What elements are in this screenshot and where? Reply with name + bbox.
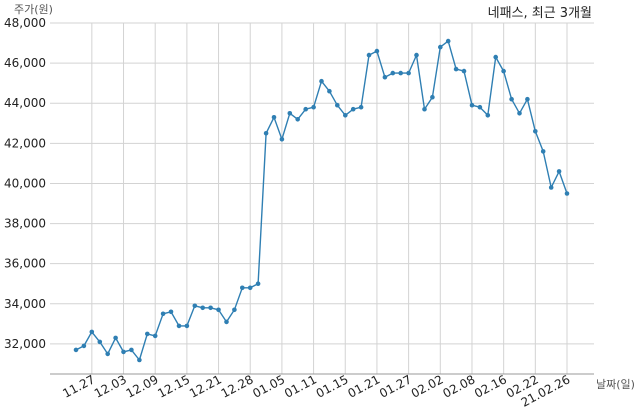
data-point xyxy=(509,96,514,102)
price-line xyxy=(75,40,568,361)
data-point xyxy=(73,347,79,353)
y-tick-label: 34,000 xyxy=(4,297,46,311)
data-point xyxy=(216,307,221,313)
data-point xyxy=(176,323,182,329)
data-point xyxy=(224,319,229,325)
data-point xyxy=(453,66,459,72)
data-point xyxy=(445,38,451,44)
data-point xyxy=(168,309,174,315)
data-point xyxy=(461,68,467,74)
data-point xyxy=(113,335,118,341)
y-axis: 32,000 34,000 36,000 38,000 40,000 42,000 44,0… xyxy=(4,16,46,351)
y-tick-label: 38,000 xyxy=(4,217,46,231)
x-tick-label: 12.21 xyxy=(187,372,224,400)
y-tick-label: 44,000 xyxy=(4,96,46,110)
data-point xyxy=(422,106,427,112)
data-point xyxy=(121,349,126,355)
data-point xyxy=(493,54,499,60)
y-tick-label: 46,000 xyxy=(4,56,46,70)
data-point xyxy=(97,339,103,345)
x-tick-label: 01.15 xyxy=(314,372,351,400)
data-point xyxy=(152,333,158,339)
data-point xyxy=(335,102,340,108)
data-point xyxy=(366,52,372,58)
data-point xyxy=(271,115,277,120)
data-point xyxy=(374,48,380,54)
data-point xyxy=(200,305,205,311)
data-point xyxy=(303,106,309,112)
x-tick-label: 02.16 xyxy=(472,372,509,400)
x-axis: 11.2712.0312.0912.1512.2112.2801.0501.11… xyxy=(60,372,572,409)
data-point xyxy=(247,285,253,291)
y-tick-label: 48,000 xyxy=(4,16,46,30)
data-point xyxy=(406,70,411,76)
data-point xyxy=(438,44,443,50)
data-point xyxy=(160,311,166,317)
data-point xyxy=(390,70,396,76)
y-tick-label: 36,000 xyxy=(4,257,46,271)
data-point xyxy=(105,351,110,357)
data-point xyxy=(184,323,190,329)
data-point xyxy=(263,131,269,136)
y-tick-label: 32,000 xyxy=(4,337,46,351)
x-axis-title: 날짜(일) xyxy=(596,377,635,391)
data-point xyxy=(556,169,562,174)
data-point xyxy=(129,347,134,353)
data-point xyxy=(540,149,546,154)
x-tick-label: 12.15 xyxy=(155,372,192,400)
data-point xyxy=(192,303,198,309)
data-point xyxy=(255,281,261,287)
data-point xyxy=(430,94,435,100)
x-tick-label: 01.11 xyxy=(282,372,319,400)
chart-title: 네패스, 최근 3개월 xyxy=(488,6,592,21)
x-tick-label: 12.28 xyxy=(219,372,256,400)
data-point xyxy=(382,74,388,80)
x-tick-label: 02.02 xyxy=(409,372,446,400)
data-point xyxy=(343,113,348,118)
data-point xyxy=(564,191,570,196)
data-point xyxy=(232,307,237,313)
y-axis-title: 주가(원) xyxy=(14,3,53,16)
data-point xyxy=(287,111,293,116)
data-point xyxy=(145,331,150,337)
data-point xyxy=(477,104,483,110)
x-tick-label: 01.21 xyxy=(345,372,382,400)
data-point xyxy=(81,343,87,349)
data-point xyxy=(398,70,404,76)
data-point xyxy=(548,185,554,190)
y-tick-label: 42,000 xyxy=(4,136,46,150)
data-point xyxy=(501,68,506,74)
x-tick-label: 01.27 xyxy=(377,372,414,400)
price-points xyxy=(73,38,570,363)
data-point xyxy=(517,111,522,116)
data-point xyxy=(295,117,301,122)
data-point xyxy=(533,129,538,134)
x-tick-label: 12.09 xyxy=(124,372,161,400)
data-point xyxy=(279,137,285,142)
y-tick-label: 40,000 xyxy=(4,176,46,190)
data-point xyxy=(485,113,491,118)
x-tick-label: 12.03 xyxy=(92,372,129,400)
grid xyxy=(50,22,594,374)
data-point xyxy=(240,285,245,291)
data-point xyxy=(469,102,475,108)
x-tick-label: 02.08 xyxy=(440,372,477,400)
x-tick-label: 11.27 xyxy=(60,372,97,400)
data-point xyxy=(327,88,332,94)
data-point xyxy=(525,96,530,102)
data-point xyxy=(414,52,419,58)
data-point xyxy=(208,305,213,311)
data-point xyxy=(311,104,316,110)
data-point xyxy=(319,78,324,84)
x-tick-label: 01.05 xyxy=(250,372,287,400)
data-point xyxy=(358,104,364,110)
data-point xyxy=(137,357,142,363)
data-point xyxy=(89,329,95,335)
data-point xyxy=(350,106,356,112)
